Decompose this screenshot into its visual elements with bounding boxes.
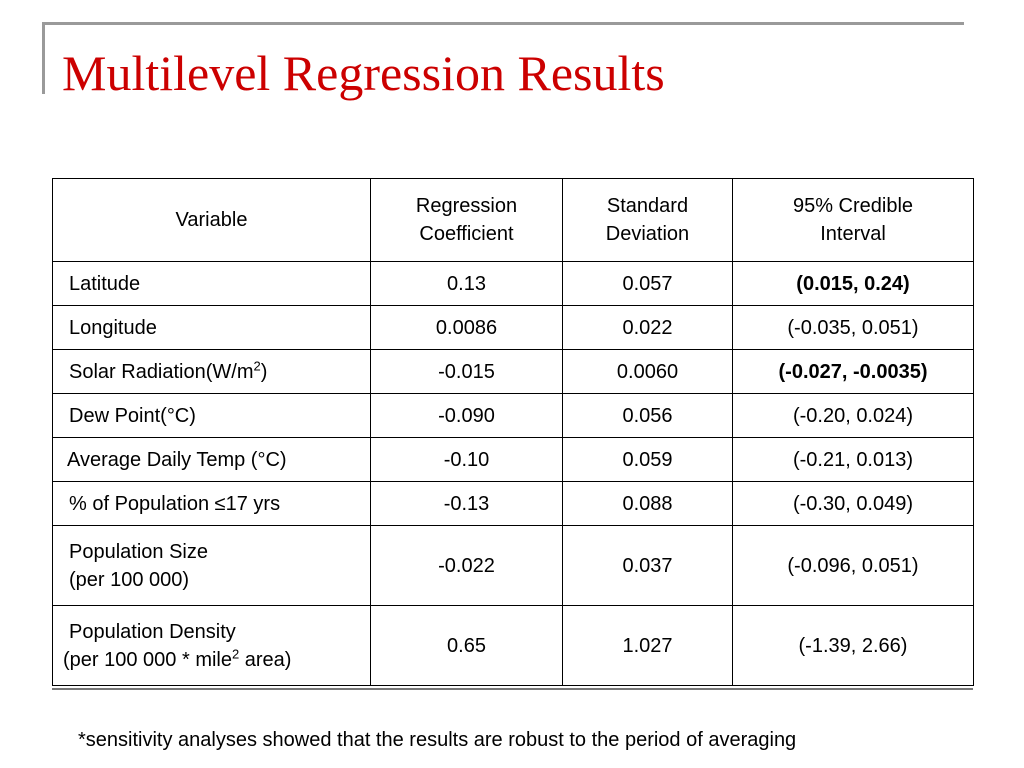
table-row: Longitude 0.0086 0.022 (-0.035, 0.051) — [52, 305, 974, 350]
header-regression-coefficient: Regression Coefficient — [370, 178, 563, 262]
table-header-row: Variable Regression Coefficient Standard D… — [52, 178, 974, 262]
cell-coefficient: 0.13 — [370, 261, 563, 306]
cell-variable: Latitude — [52, 261, 371, 306]
cell-variable: Longitude — [52, 305, 371, 350]
header-credible-interval: 95% Credible Interval — [732, 178, 974, 262]
cell-credible-interval: (-0.21, 0.013) — [732, 437, 974, 482]
cell-standard-deviation: 0.037 — [562, 525, 733, 606]
cell-credible-interval: (-0.027, -0.0035) — [732, 349, 974, 394]
cell-coefficient: -0.015 — [370, 349, 563, 394]
cell-standard-deviation: 0.056 — [562, 393, 733, 438]
cell-credible-interval: (-0.096, 0.051) — [732, 525, 974, 606]
cell-variable: Population Size (per 100 000) — [52, 525, 371, 606]
cell-credible-interval: (-0.035, 0.051) — [732, 305, 974, 350]
table-row: Population Size (per 100 000) -0.022 0.03… — [52, 525, 974, 606]
cell-coefficient: -0.13 — [370, 481, 563, 526]
header-standard-deviation: Standard Deviation — [562, 178, 733, 262]
cell-variable: % of Population ≤17 yrs — [52, 481, 371, 526]
cell-coefficient: -0.10 — [370, 437, 563, 482]
cell-standard-deviation: 0.0060 — [562, 349, 733, 394]
cell-variable: Solar Radiation(W/m2) — [52, 349, 371, 394]
table-row: Dew Point(°C) -0.090 0.056 (-0.20, 0.024… — [52, 393, 974, 438]
regression-results-table: Variable Regression Coefficient Standard D… — [52, 178, 974, 686]
cell-coefficient: 0.0086 — [370, 305, 563, 350]
cell-coefficient: 0.65 — [370, 605, 563, 686]
frame-top-rule — [42, 22, 964, 25]
table-row: Solar Radiation(W/m2) -0.015 0.0060 (-0.… — [52, 349, 974, 394]
cell-variable: Dew Point(°C) — [52, 393, 371, 438]
cell-standard-deviation: 0.057 — [562, 261, 733, 306]
cell-standard-deviation: 0.022 — [562, 305, 733, 350]
table-bottom-rule — [52, 688, 973, 690]
cell-coefficient: -0.022 — [370, 525, 563, 606]
cell-standard-deviation: 1.027 — [562, 605, 733, 686]
cell-credible-interval: (-0.20, 0.024) — [732, 393, 974, 438]
cell-coefficient: -0.090 — [370, 393, 563, 438]
cell-standard-deviation: 0.059 — [562, 437, 733, 482]
footnote: *sensitivity analyses showed that the re… — [78, 729, 797, 751]
cell-credible-interval: (-0.30, 0.049) — [732, 481, 974, 526]
table-row: Population Density (per 100 000 * mile2 a… — [52, 605, 974, 686]
cell-standard-deviation: 0.088 — [562, 481, 733, 526]
cell-variable: Population Density (per 100 000 * mile2 a… — [52, 605, 371, 686]
cell-credible-interval: (-1.39, 2.66) — [732, 605, 974, 686]
frame-left-rule — [42, 22, 45, 94]
table-row: Latitude 0.13 0.057 (0.015, 0.24) — [52, 261, 974, 306]
cell-credible-interval: (0.015, 0.24) — [732, 261, 974, 306]
table-row: % of Population ≤17 yrs -0.13 0.088 (-0.… — [52, 481, 974, 526]
table-row: Average Daily Temp (°C) -0.10 0.059 (-0.… — [52, 437, 974, 482]
header-variable: Variable — [52, 178, 371, 262]
slide-title: Multilevel Regression Results — [62, 45, 665, 101]
cell-variable: Average Daily Temp (°C) — [52, 437, 371, 482]
